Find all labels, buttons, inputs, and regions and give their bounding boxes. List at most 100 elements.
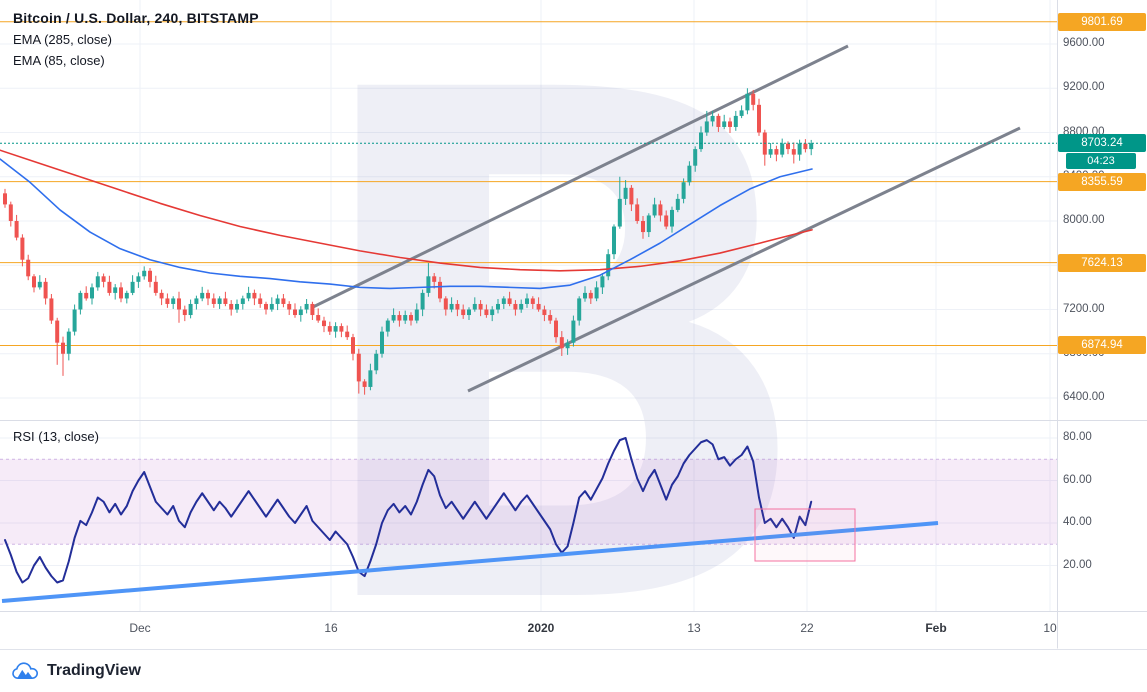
last-price-badge: 8703.24	[1058, 134, 1146, 153]
candle-body	[791, 149, 796, 155]
candle-body	[206, 292, 210, 299]
candle-body	[554, 320, 558, 338]
candle-body	[693, 149, 698, 166]
candle-body	[130, 281, 135, 293]
symbol-title[interactable]: Bitcoin / U.S. Dollar, 240, BITSTAMP	[13, 10, 259, 26]
candle-body	[269, 303, 274, 310]
candle-body	[432, 276, 437, 282]
candle-body	[235, 303, 239, 310]
candle-body	[78, 292, 83, 310]
candle-body	[606, 254, 611, 277]
candle-body	[571, 320, 576, 343]
tradingview-brand[interactable]: TradingView	[47, 662, 141, 679]
candle-body	[380, 331, 384, 354]
time-axis-label: 2020	[527, 621, 555, 635]
candle-body	[37, 281, 42, 288]
candle-body	[594, 287, 599, 299]
candle-body	[368, 370, 373, 387]
price-level-badge: 6874.94	[1058, 336, 1146, 355]
candle-body	[664, 215, 669, 227]
candle-body	[95, 276, 100, 288]
candle-body	[641, 221, 645, 233]
candle-body	[525, 298, 529, 304]
candle-body	[583, 292, 587, 299]
rsi-axis-label: 20.00	[1063, 558, 1092, 571]
candle-body	[675, 198, 680, 210]
candle-body	[751, 93, 756, 105]
candle-body	[211, 298, 216, 304]
channel-upper-trendline	[312, 44, 849, 309]
candle-body	[101, 276, 106, 282]
candle-body	[420, 292, 425, 310]
candle-body	[304, 303, 309, 310]
candle-body	[119, 287, 123, 299]
rsi-highlight-box[interactable]	[754, 508, 856, 562]
candle-body	[745, 93, 750, 111]
candle-body	[617, 198, 622, 227]
candle-body	[809, 143, 814, 150]
candle-body	[768, 149, 773, 155]
candle-body	[559, 337, 564, 349]
candle-body	[472, 303, 477, 310]
candle-body	[704, 121, 709, 133]
ema-285-legend[interactable]: EMA (285, close)	[13, 32, 112, 47]
price-level-badge: 9801.69	[1058, 12, 1146, 31]
candle-body	[687, 165, 692, 183]
candle-body	[623, 187, 628, 199]
candle-body	[780, 143, 785, 155]
candle-body	[113, 287, 118, 293]
candle-body	[397, 315, 402, 321]
candle-body	[716, 115, 721, 127]
candle-body	[240, 298, 245, 304]
candle-body	[55, 320, 60, 343]
symbol-legend: Bitcoin / U.S. Dollar, 240, BITSTAMP EMA…	[13, 10, 259, 68]
rsi-band	[0, 459, 1057, 545]
candle-body	[333, 326, 338, 332]
candle-body	[26, 259, 31, 277]
candle-body	[722, 121, 727, 127]
candle-body	[548, 315, 553, 321]
candle-body	[629, 187, 634, 205]
candle-body	[496, 303, 500, 310]
ema-85-legend[interactable]: EMA (85, close)	[13, 53, 105, 68]
candle-body	[658, 204, 663, 216]
candle-body	[803, 143, 808, 150]
time-axis-label: 10	[1043, 621, 1057, 635]
candle-body	[217, 298, 222, 304]
price-axis-label: 8000.00	[1063, 214, 1105, 226]
candle-body	[322, 320, 326, 327]
candle-body	[513, 303, 518, 310]
candle-body	[565, 342, 570, 349]
candle-body	[530, 298, 535, 304]
candle-body	[32, 276, 36, 288]
candle-body	[182, 309, 187, 316]
price-axis-label: 6400.00	[1063, 391, 1105, 403]
candle-body	[501, 298, 506, 304]
candle-body	[757, 104, 761, 133]
candle-body	[739, 110, 744, 116]
candle-body	[681, 182, 686, 199]
price-axis-label: 7200.00	[1063, 302, 1105, 315]
candle-body	[159, 292, 164, 299]
candle-body	[699, 132, 703, 150]
time-axis[interactable]: Dec 16 2020 13 22 Feb 10	[0, 612, 1057, 648]
candle-body	[316, 315, 321, 321]
candle-body	[797, 143, 802, 155]
candle-body	[733, 115, 738, 127]
time-axis-label: Feb	[925, 621, 947, 635]
candle-body	[646, 215, 651, 233]
tradingview-logo[interactable]	[12, 662, 39, 680]
rsi-legend[interactable]: RSI (13, close)	[13, 429, 99, 444]
candle-body	[786, 143, 790, 150]
candle-body	[200, 292, 205, 299]
candle-body	[670, 209, 674, 227]
price-axis-label: 9200.00	[1063, 81, 1105, 94]
candle-body	[414, 309, 419, 321]
candle-body	[252, 292, 257, 299]
candle-body	[542, 309, 547, 316]
candle-body	[264, 303, 268, 310]
candle-body	[403, 315, 408, 321]
candle-body	[536, 303, 541, 310]
candle-body	[438, 281, 442, 299]
